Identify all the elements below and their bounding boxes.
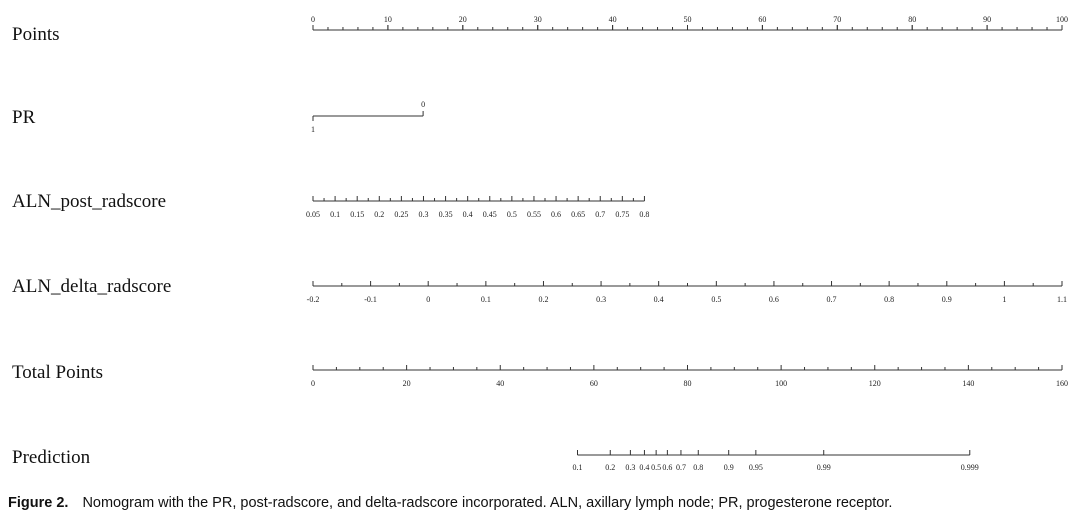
aln-post-radscore-tick-label: 0.7 xyxy=(595,210,605,219)
aln-post-radscore-tick-label: 0.5 xyxy=(507,210,517,219)
total-points-tick-label: 160 xyxy=(1056,379,1068,388)
pr-tick-label: 0 xyxy=(421,100,425,109)
figure-caption: Figure 2. Nomogram with the PR, post-rads… xyxy=(8,495,1076,511)
aln-delta-radscore-tick-label: 0.9 xyxy=(942,295,952,304)
prediction-tick-label: 0.999 xyxy=(961,463,979,472)
aln-delta-radscore-tick-label: 0.3 xyxy=(596,295,606,304)
points-tick-label: 100 xyxy=(1056,15,1068,24)
aln-post-radscore-tick-label: 0.8 xyxy=(639,210,649,219)
row-label-aln-post-radscore: ALN_post_radscore xyxy=(12,191,166,212)
total-points-tick-label: 80 xyxy=(684,379,692,388)
aln-delta-radscore-tick-label: -0.1 xyxy=(364,295,377,304)
aln-post-radscore-tick-label: 0.05 xyxy=(306,210,320,219)
aln-delta-radscore-tick-label: 0.5 xyxy=(711,295,721,304)
total-points-tick-label: 60 xyxy=(590,379,598,388)
aln-delta-radscore-tick-label: 0.2 xyxy=(538,295,548,304)
aln-delta-radscore-tick-label: 1 xyxy=(1002,295,1006,304)
aln-delta-radscore-tick-label: -0.2 xyxy=(307,295,320,304)
pr-tick-label: 1 xyxy=(311,125,315,134)
points-tick-label: 0 xyxy=(311,15,315,24)
total-points-tick-label: 20 xyxy=(403,379,411,388)
aln-post-radscore-tick-label: 0.65 xyxy=(571,210,585,219)
total-points-tick-label: 140 xyxy=(962,379,974,388)
points-tick-label: 80 xyxy=(908,15,916,24)
aln-post-radscore-tick-label: 0.2 xyxy=(374,210,384,219)
prediction-tick-label: 0.5 xyxy=(651,463,661,472)
total-points-tick-label: 100 xyxy=(775,379,787,388)
prediction-tick-label: 0.99 xyxy=(817,463,831,472)
aln-post-radscore-tick-label: 0.55 xyxy=(527,210,541,219)
points-tick-label: 60 xyxy=(758,15,766,24)
aln-post-radscore-tick-label: 0.45 xyxy=(483,210,497,219)
prediction-tick-label: 0.6 xyxy=(662,463,672,472)
points-tick-label: 40 xyxy=(609,15,617,24)
aln-delta-radscore-tick-label: 1.1 xyxy=(1057,295,1067,304)
prediction-tick-label: 0.1 xyxy=(572,463,582,472)
aln-post-radscore-tick-label: 0.25 xyxy=(394,210,408,219)
row-label-points: Points xyxy=(12,24,60,45)
aln-post-radscore-tick-label: 0.35 xyxy=(439,210,453,219)
row-label-total-points: Total Points xyxy=(12,362,103,383)
row-label-prediction: Prediction xyxy=(12,447,91,468)
aln-delta-radscore-tick-label: 0.4 xyxy=(654,295,664,304)
total-points-tick-label: 0 xyxy=(311,379,315,388)
total-points-tick-label: 120 xyxy=(869,379,881,388)
points-tick-label: 20 xyxy=(459,15,467,24)
points-tick-label: 50 xyxy=(684,15,692,24)
aln-delta-radscore-tick-label: 0.1 xyxy=(481,295,491,304)
aln-post-radscore-tick-label: 0.75 xyxy=(615,210,629,219)
row-label-aln-delta-radscore: ALN_delta_radscore xyxy=(12,276,171,297)
prediction-tick-label: 0.2 xyxy=(605,463,615,472)
aln-delta-radscore-tick-label: 0.6 xyxy=(769,295,779,304)
prediction-tick-label: 0.3 xyxy=(625,463,635,472)
total-points-tick-label: 40 xyxy=(496,379,504,388)
prediction-tick-label: 0.4 xyxy=(639,463,649,472)
points-tick-label: 90 xyxy=(983,15,991,24)
points-tick-label: 30 xyxy=(534,15,542,24)
aln-delta-radscore-tick-label: 0.7 xyxy=(827,295,837,304)
caption-lead: Figure 2. xyxy=(8,495,69,511)
aln-post-radscore-tick-label: 0.3 xyxy=(418,210,428,219)
aln-post-radscore-tick-label: 0.15 xyxy=(350,210,364,219)
prediction-tick-label: 0.8 xyxy=(693,463,703,472)
points-tick-label: 70 xyxy=(833,15,841,24)
row-label-pr: PR xyxy=(12,107,36,128)
prediction-tick-label: 0.9 xyxy=(724,463,734,472)
prediction-tick-label: 0.95 xyxy=(749,463,763,472)
aln-delta-radscore-tick-label: 0 xyxy=(426,295,430,304)
aln-delta-radscore-tick-label: 0.8 xyxy=(884,295,894,304)
prediction-tick-label: 0.7 xyxy=(676,463,686,472)
aln-post-radscore-tick-label: 0.6 xyxy=(551,210,561,219)
points-tick-label: 10 xyxy=(384,15,392,24)
aln-post-radscore-tick-label: 0.1 xyxy=(330,210,340,219)
aln-post-radscore-tick-label: 0.4 xyxy=(463,210,473,219)
caption-text: Nomogram with the PR, post-radscore, and… xyxy=(82,495,893,511)
